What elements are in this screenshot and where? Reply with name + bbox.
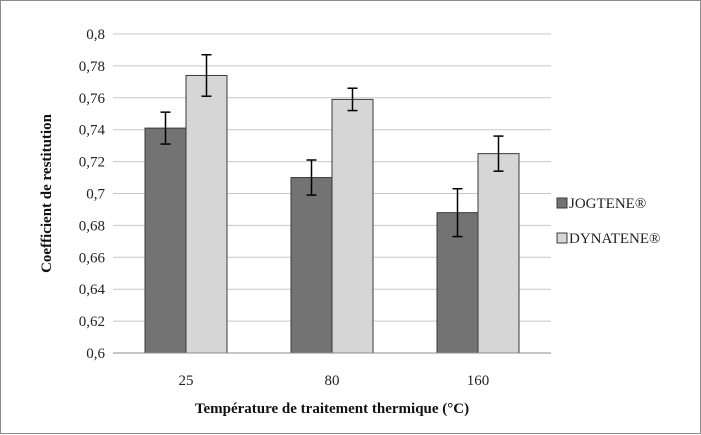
bar bbox=[477, 153, 520, 354]
bar bbox=[144, 127, 187, 354]
legend-swatch bbox=[556, 197, 568, 209]
x-tick-label: 80 bbox=[325, 373, 340, 389]
y-tick-label: 0,64 bbox=[79, 282, 106, 298]
y-axis-title: Coefficient de restitution bbox=[39, 113, 55, 273]
y-tick-label: 0,8 bbox=[86, 27, 105, 43]
legend: JOGTENE® DYNATENE® bbox=[556, 196, 660, 247]
y-tick-label: 0,7 bbox=[86, 187, 105, 203]
y-tick-label: 0,6 bbox=[86, 346, 105, 362]
x-tick-labels: 25 80 160 bbox=[179, 373, 490, 389]
bar bbox=[290, 177, 333, 354]
legend-swatch bbox=[556, 232, 568, 244]
y-tick-label: 0,72 bbox=[79, 155, 105, 171]
bars bbox=[144, 74, 520, 354]
error-bars bbox=[160, 53, 504, 238]
legend-label: JOGTENE® bbox=[569, 196, 646, 212]
legend-label: DYNATENE® bbox=[569, 231, 660, 247]
x-tick-label: 25 bbox=[179, 373, 194, 389]
x-tick-label: 160 bbox=[467, 373, 490, 389]
bar bbox=[331, 98, 374, 354]
y-tick-label: 0,74 bbox=[79, 123, 106, 139]
x-axis-title: Température de traitement thermique (°C) bbox=[195, 401, 469, 417]
y-tick-label: 0,76 bbox=[79, 91, 106, 107]
bar bbox=[185, 74, 228, 354]
y-tick-label: 0,66 bbox=[79, 250, 106, 266]
y-tick-label: 0,62 bbox=[79, 314, 105, 330]
y-tick-label: 0,68 bbox=[79, 218, 105, 234]
y-tick-label: 0,78 bbox=[79, 59, 105, 75]
y-tick-labels: 0,6 0,62 0,64 0,66 0,68 0,7 0,72 0,74 0,76 0,78 0,… bbox=[79, 27, 106, 362]
